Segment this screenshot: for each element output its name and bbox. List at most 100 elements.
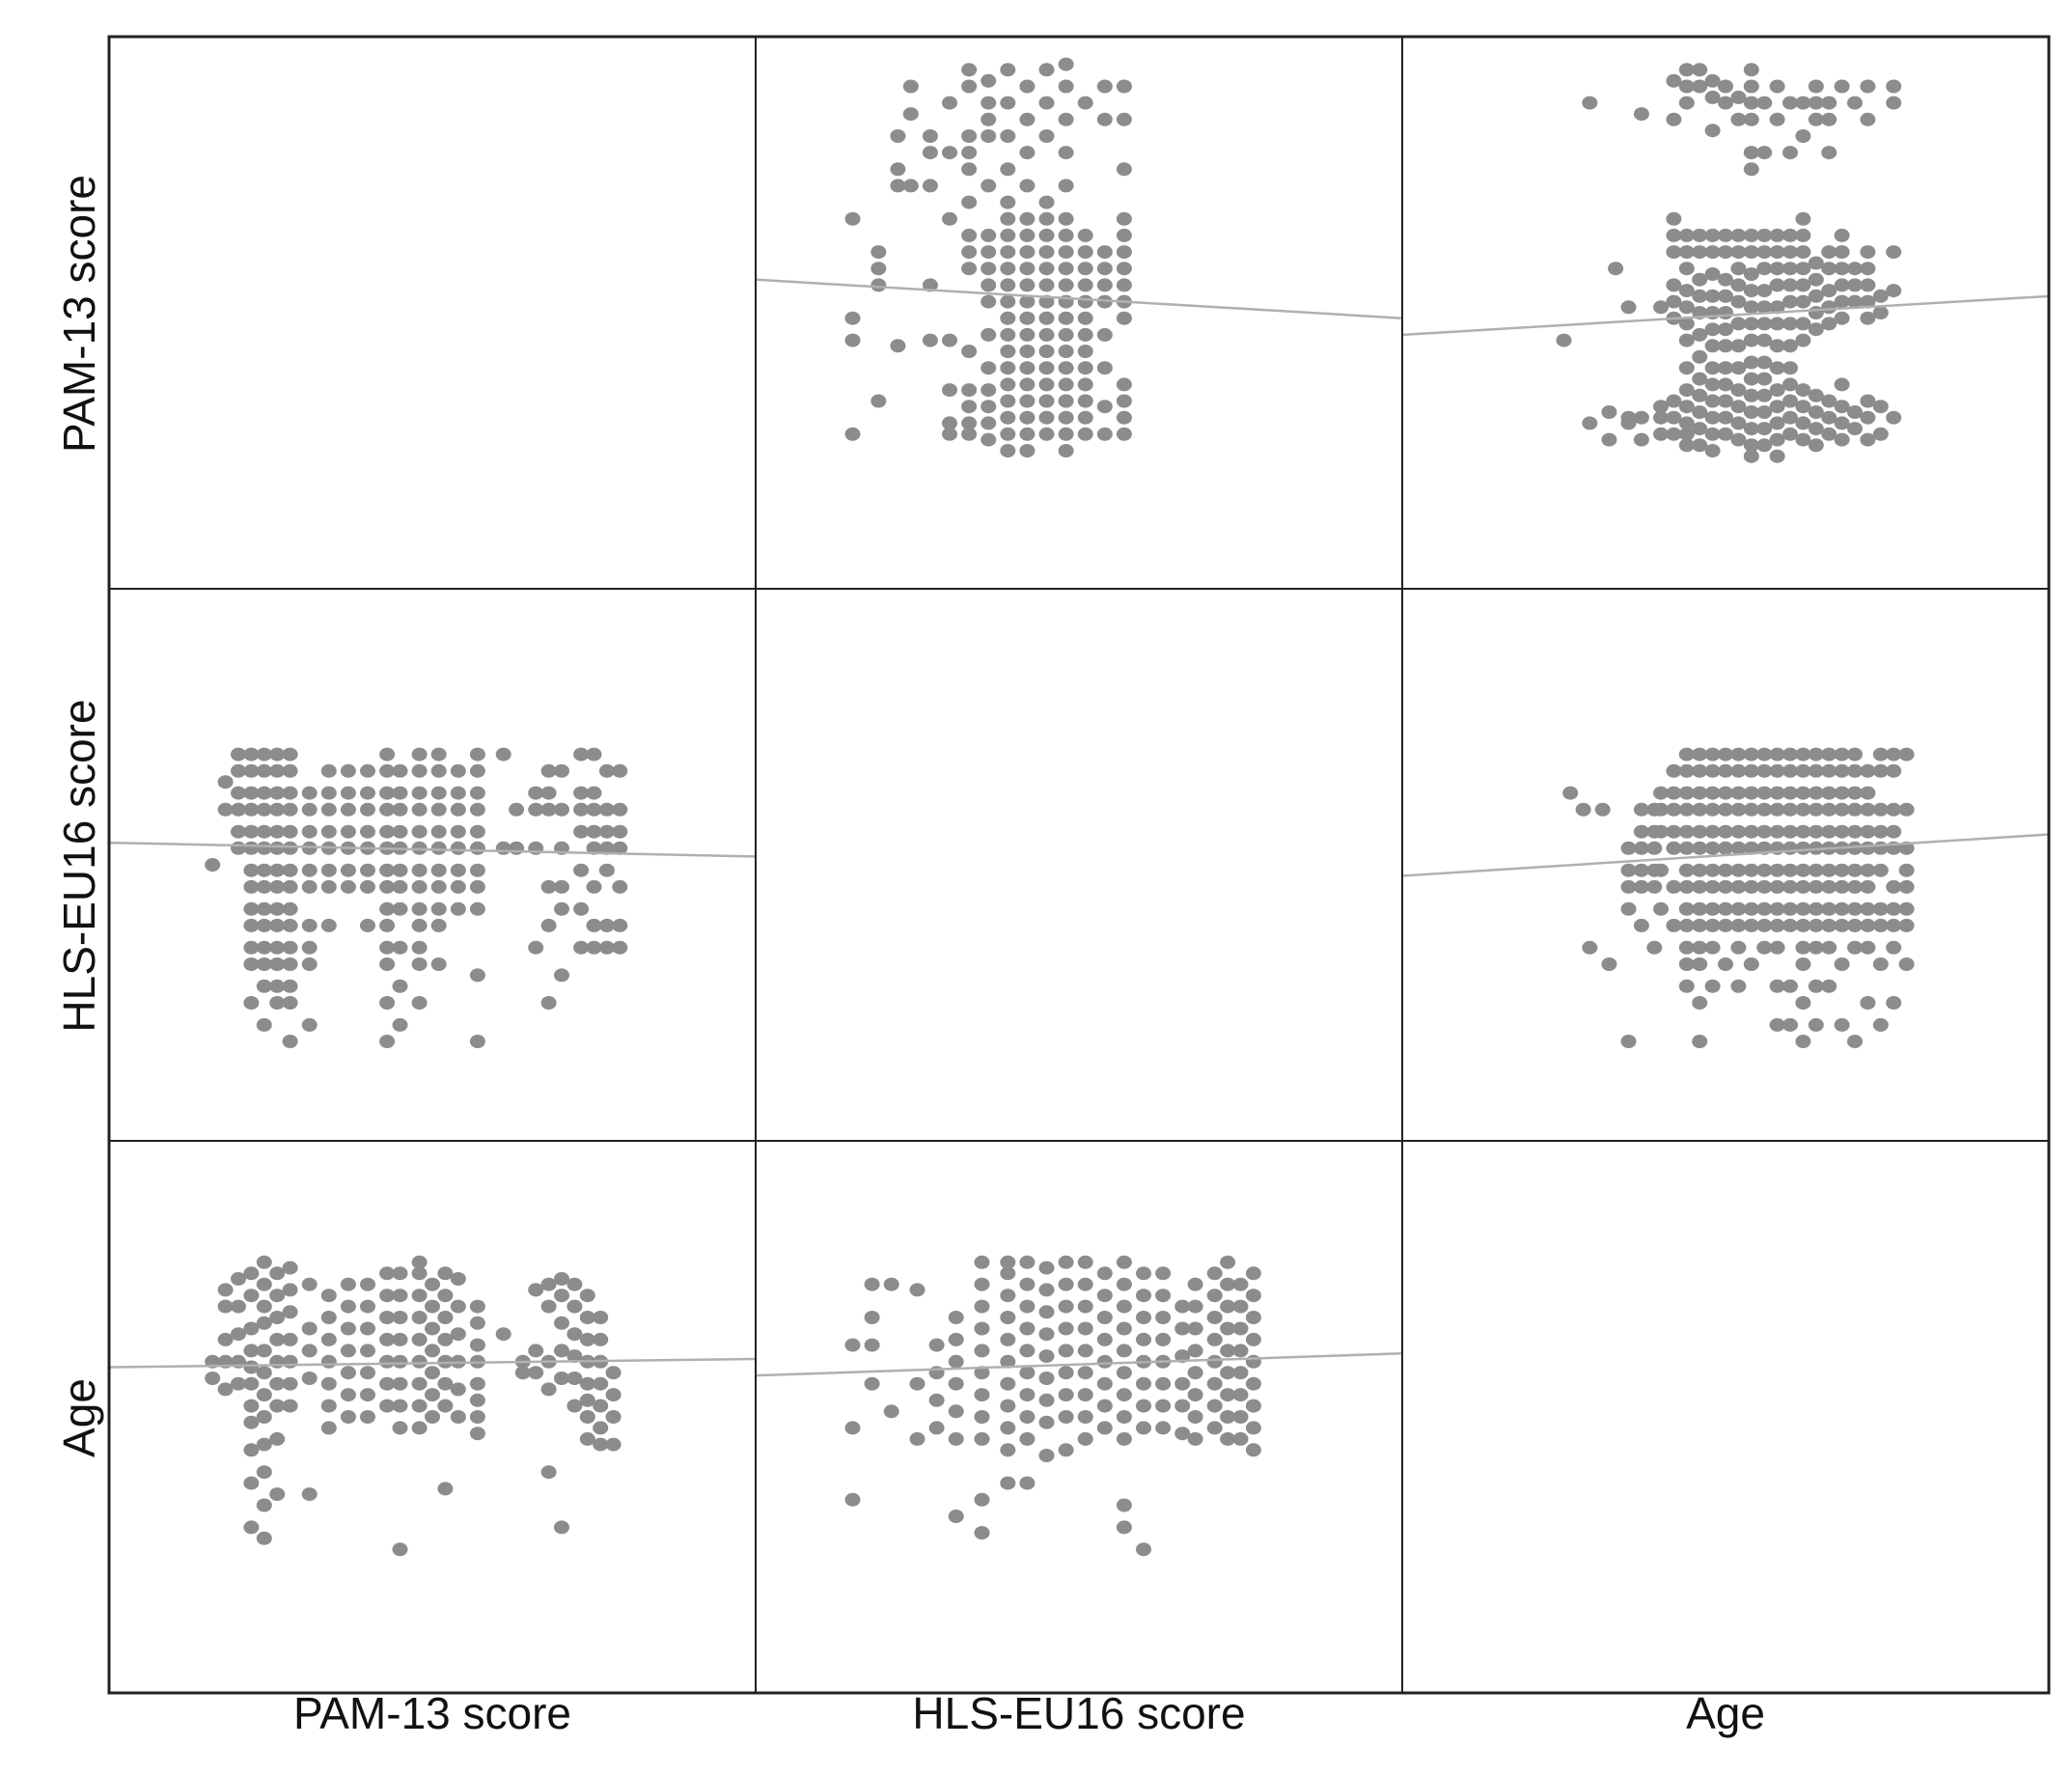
panel-hls-eu16-score-vs-age-data-point xyxy=(1678,841,1695,855)
panel-age-vs-pam-13-score-data-point xyxy=(282,1283,298,1297)
panel-pam-13-score-vs-hls-eu16-score-data-point xyxy=(1000,361,1016,375)
panel-pam-13-score-vs-age-data-point xyxy=(1821,394,1837,408)
panel-age-vs-hls-eu16-score-data-point xyxy=(1058,1255,1074,1269)
panel-pam-13-score-vs-hls-eu16-score-data-point xyxy=(1077,262,1093,276)
panel-pam-13-score-vs-hls-eu16-score-data-point xyxy=(1058,427,1074,441)
panel-hls-eu16-score-vs-age-data-point xyxy=(1730,841,1747,855)
panel-pam-13-score-vs-hls-eu16-score-data-point xyxy=(961,195,978,209)
panel-age-vs-hls-eu16-score-data-point xyxy=(974,1299,990,1314)
panel-age-vs-hls-eu16-score-data-point xyxy=(1000,1266,1016,1281)
panel-age-vs-hls-eu16-score-data-point xyxy=(1096,1399,1113,1413)
panel-hls-eu16-score-vs-age-data-point xyxy=(1678,824,1695,839)
panel-age-vs-hls-eu16-score-data-point xyxy=(1000,1476,1016,1490)
panel-age-vs-hls-eu16-score-data-point xyxy=(1058,1388,1074,1402)
panel-hls-eu16-score-vs-age-data-point xyxy=(1730,802,1747,817)
panel-hls-eu16-score-vs-age-data-point xyxy=(1582,940,1598,955)
panel-hls-eu16-score-vs-pam-13-score-data-point xyxy=(554,901,569,916)
panel-age-vs-hls-eu16-score-data-point xyxy=(1155,1376,1172,1391)
panel-hls-eu16-score-vs-pam-13-score-data-point xyxy=(269,863,286,877)
panel-hls-eu16-score-vs-age-data-point xyxy=(1795,1035,1811,1048)
panel-pam-13-score-vs-hls-eu16-score-data-point xyxy=(1116,162,1132,177)
panel-pam-13-score-vs-age-data-point xyxy=(1608,262,1624,276)
panel-pam-13-score-vs-age-data-point xyxy=(1808,272,1824,287)
panel-hls-eu16-score-vs-age-data-point xyxy=(1886,996,1902,1010)
panel-age-vs-pam-13-score-data-point xyxy=(320,1354,337,1369)
panel-pam-13-score-vs-age-data-point xyxy=(1860,245,1876,260)
panel-pam-13-score-vs-age-data-point xyxy=(1782,245,1798,260)
panel-hls-eu16-score-vs-pam-13-score-data-point xyxy=(554,802,569,817)
panel-hls-eu16-score-vs-age-data-point xyxy=(1666,841,1682,855)
panel-age-vs-pam-13-score-data-point xyxy=(605,1410,622,1424)
panel-age-vs-hls-eu16-score-data-point xyxy=(1136,1421,1151,1435)
panel-age-vs-hls-eu16-score-data-point xyxy=(1245,1332,1261,1346)
panel-age-vs-pam-13-score-data-point xyxy=(593,1311,609,1324)
panel-hls-eu16-score-vs-age-data-point xyxy=(1704,802,1721,817)
panel-pam-13-score-vs-age-data-point xyxy=(1692,327,1708,342)
panel-hls-eu16-score-vs-pam-13-score-data-point xyxy=(450,786,466,800)
panel-age-vs-hls-eu16-score-data-point xyxy=(1245,1289,1261,1303)
panel-pam-13-score-vs-hls-eu16-score-data-point xyxy=(1000,262,1016,276)
panel-hls-eu16-score-vs-pam-13-score-data-point xyxy=(450,863,466,877)
panel-age-vs-pam-13-score-data-point xyxy=(566,1372,583,1385)
panel-hls-eu16-score-vs-age-data-point xyxy=(1795,824,1811,839)
panel-age-vs-pam-13-score-data-point xyxy=(379,1399,396,1413)
panel-age-vs-hls-eu16-score-data-point xyxy=(1116,1431,1132,1446)
panel-pam-13-score-vs-age-data-point xyxy=(1704,267,1721,281)
panel-hls-eu16-score-vs-age-data-point xyxy=(1601,957,1617,971)
panel-pam-13-score-vs-hls-eu16-score-data-point xyxy=(1019,311,1036,325)
panel-pam-13-score-vs-age-data-point xyxy=(1718,306,1733,319)
panel-hls-eu16-score-vs-age-data-point xyxy=(1730,879,1747,894)
panel-hls-eu16-score-vs-age-data-point xyxy=(1678,940,1695,955)
panel-hls-eu16-score-vs-age-data-point xyxy=(1692,786,1708,800)
panel-pam-13-score-vs-age-data-point xyxy=(1860,311,1876,325)
panel-pam-13-score-vs-age-data-point xyxy=(1666,410,1682,425)
panel-pam-13-score-vs-age-data-point xyxy=(1730,228,1747,242)
panel-hls-eu16-score-vs-age-data-point xyxy=(1678,979,1695,993)
panel-pam-13-score-vs-hls-eu16-score-data-point xyxy=(1116,377,1132,392)
panel-age-vs-hls-eu16-score-data-point xyxy=(1206,1399,1223,1413)
panel-pam-13-score-vs-age-data-point xyxy=(1743,96,1759,110)
panel-pam-13-score-vs-age-data-point xyxy=(1718,96,1733,110)
panel-pam-13-score-vs-hls-eu16-score-data-point xyxy=(902,179,919,193)
panel-pam-13-score-vs-age-data-point xyxy=(1678,262,1695,276)
panel-pam-13-score-vs-hls-eu16-score-data-point xyxy=(1038,427,1055,441)
panel-pam-13-score-vs-age-data-point xyxy=(1782,377,1798,392)
panel-age-vs-pam-13-score-data-point xyxy=(528,1283,544,1297)
panel-hls-eu16-score-vs-age-data-point xyxy=(1620,901,1637,916)
panel-pam-13-score-vs-age-data-point xyxy=(1678,383,1695,398)
panel-hls-eu16-score-vs-age-data-point xyxy=(1730,918,1747,932)
panel-age-vs-hls-eu16-score-data-point xyxy=(1136,1399,1151,1413)
panel-hls-eu16-score-vs-pam-13-score-data-point xyxy=(586,802,602,817)
panel-age-vs-pam-13-score-data-point xyxy=(411,1311,428,1324)
panel-hls-eu16-score-vs-age-data-point xyxy=(1646,879,1663,894)
panel-pam-13-score-vs-age-data-point xyxy=(1718,377,1733,392)
panel-hls-eu16-score-vs-pam-13-score-data-point xyxy=(282,901,298,916)
panel-pam-13-score-vs-age-data-point xyxy=(1692,422,1708,436)
panel-hls-eu16-score-vs-pam-13-score-data-point xyxy=(340,763,356,778)
panel-pam-13-score-vs-age-data-point xyxy=(1756,355,1773,370)
panel-pam-13-score-vs-hls-eu16-score-data-point xyxy=(1058,410,1074,425)
panel-age-vs-pam-13-score-data-point xyxy=(425,1410,440,1424)
panel-pam-13-score-vs-age-data-point xyxy=(1769,228,1785,242)
panel-age-vs-pam-13-score-data-point xyxy=(340,1410,356,1424)
panel-pam-13-score-vs-age-data-point xyxy=(1704,73,1721,88)
panel-pam-13-score-vs-hls-eu16-score-data-point xyxy=(1096,112,1113,126)
panel-pam-13-score-vs-hls-eu16-score-data-point xyxy=(1038,361,1055,375)
panel-age-vs-pam-13-score-data-point xyxy=(379,1311,396,1324)
panel-pam-13-score-vs-age-data-point xyxy=(1872,306,1889,319)
panel-hls-eu16-score-vs-age-data-point xyxy=(1678,918,1695,932)
panel-hls-eu16-score-vs-age-data-point xyxy=(1769,979,1785,993)
panel-pam-13-score-vs-age-data-point xyxy=(1730,339,1747,353)
panel-pam-13-score-vs-hls-eu16-score-data-point xyxy=(870,262,887,276)
panel-hls-eu16-score-vs-pam-13-score-data-point xyxy=(282,747,298,762)
panel-pam-13-score-vs-hls-eu16-score-data-point xyxy=(1000,211,1016,226)
panel-pam-13-score-vs-age-data-point xyxy=(1704,245,1721,260)
panel-hls-eu16-score-vs-age-data-point xyxy=(1633,841,1649,855)
panel-pam-13-score-vs-age-data-point xyxy=(1782,361,1798,375)
panel-age-vs-pam-13-score-data-point xyxy=(269,1431,286,1446)
panel-age-vs-pam-13-score-data-point xyxy=(437,1399,454,1413)
panel-pam-13-score-vs-age-data-point xyxy=(1678,96,1695,110)
panel-hls-eu16-score-vs-age-data-point xyxy=(1782,1017,1798,1032)
panel-pam-13-score-vs-age-data-point xyxy=(1743,333,1759,347)
panel-hls-eu16-score-vs-age-data-point xyxy=(1756,901,1773,916)
